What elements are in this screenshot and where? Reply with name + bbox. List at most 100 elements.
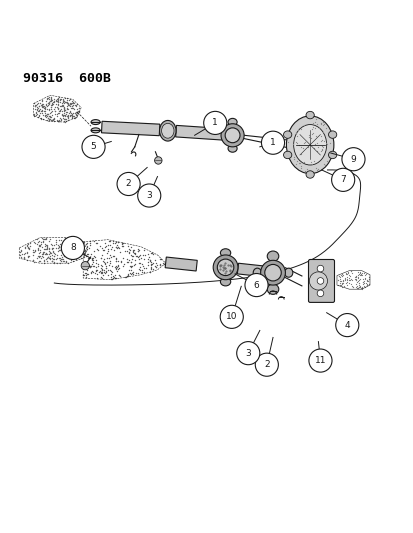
Point bbox=[67, 236, 74, 245]
Point bbox=[360, 282, 367, 291]
Point bbox=[50, 114, 57, 123]
Point bbox=[313, 147, 319, 156]
Text: 1: 1 bbox=[270, 138, 275, 147]
Point bbox=[81, 247, 88, 255]
Text: 3: 3 bbox=[245, 349, 251, 358]
Point bbox=[109, 275, 116, 284]
Point bbox=[148, 260, 155, 269]
Point bbox=[40, 237, 46, 246]
Point bbox=[61, 112, 68, 120]
Point bbox=[36, 252, 43, 260]
Point bbox=[98, 244, 105, 252]
Point bbox=[97, 254, 104, 263]
Point bbox=[147, 260, 154, 268]
Point bbox=[322, 124, 328, 132]
Point bbox=[84, 261, 90, 270]
Point bbox=[296, 159, 302, 168]
Polygon shape bbox=[101, 122, 159, 136]
Point bbox=[87, 238, 93, 247]
Point bbox=[36, 110, 43, 119]
Point bbox=[120, 260, 127, 269]
Point bbox=[73, 251, 79, 259]
Point bbox=[45, 98, 52, 107]
Point bbox=[47, 248, 54, 257]
Point bbox=[88, 268, 95, 277]
Point bbox=[358, 275, 365, 284]
Point bbox=[68, 99, 75, 107]
Point bbox=[64, 104, 70, 113]
Point bbox=[34, 103, 40, 111]
Point bbox=[96, 268, 102, 276]
Point bbox=[358, 284, 365, 293]
Point bbox=[104, 271, 111, 279]
Point bbox=[44, 110, 50, 118]
Point bbox=[72, 238, 78, 247]
Point bbox=[352, 273, 358, 281]
Point bbox=[41, 111, 48, 119]
Point bbox=[50, 244, 56, 252]
Point bbox=[348, 269, 354, 277]
Point bbox=[76, 246, 83, 254]
Point bbox=[118, 241, 125, 250]
Point bbox=[42, 111, 48, 120]
Point bbox=[24, 240, 31, 248]
Point bbox=[65, 111, 71, 119]
Point bbox=[57, 94, 64, 103]
Point bbox=[44, 112, 51, 120]
Point bbox=[295, 124, 302, 133]
Point bbox=[35, 252, 41, 261]
Point bbox=[74, 107, 81, 115]
Point bbox=[57, 102, 64, 111]
Point bbox=[99, 266, 106, 274]
Point bbox=[150, 264, 157, 273]
Point bbox=[99, 266, 105, 274]
Point bbox=[319, 117, 325, 126]
Point bbox=[113, 254, 119, 263]
Point bbox=[98, 265, 105, 274]
Point bbox=[50, 259, 57, 267]
Point bbox=[112, 257, 119, 265]
Point bbox=[134, 269, 140, 277]
Point bbox=[355, 279, 362, 288]
Point bbox=[45, 247, 52, 256]
Point bbox=[35, 244, 41, 252]
Point bbox=[119, 239, 126, 247]
Point bbox=[25, 253, 31, 261]
Point bbox=[84, 243, 90, 251]
Point bbox=[357, 270, 364, 279]
Point bbox=[40, 107, 47, 115]
Point bbox=[59, 114, 66, 123]
Point bbox=[63, 257, 69, 266]
Point bbox=[58, 240, 65, 248]
Point bbox=[73, 105, 80, 114]
Point bbox=[60, 98, 66, 106]
Point bbox=[57, 254, 64, 262]
Point bbox=[123, 247, 130, 255]
Point bbox=[114, 244, 120, 252]
Point bbox=[48, 103, 55, 111]
Point bbox=[113, 257, 119, 265]
Point bbox=[38, 254, 44, 262]
Point bbox=[49, 251, 55, 260]
Point bbox=[45, 115, 52, 124]
Point bbox=[67, 108, 74, 117]
Point bbox=[36, 257, 42, 265]
Point bbox=[21, 243, 28, 251]
Circle shape bbox=[82, 135, 105, 158]
Point bbox=[38, 107, 44, 115]
Point bbox=[84, 254, 91, 262]
Point bbox=[44, 99, 51, 107]
Circle shape bbox=[264, 264, 280, 281]
Point bbox=[297, 164, 304, 172]
Point bbox=[351, 272, 358, 281]
Point bbox=[129, 262, 135, 270]
Point bbox=[49, 100, 55, 108]
Point bbox=[31, 102, 38, 110]
Point bbox=[99, 271, 106, 280]
Point bbox=[36, 242, 43, 251]
Point bbox=[39, 243, 46, 252]
Point bbox=[38, 107, 45, 115]
Point bbox=[65, 252, 72, 261]
Point bbox=[322, 139, 328, 148]
Point bbox=[53, 238, 59, 246]
